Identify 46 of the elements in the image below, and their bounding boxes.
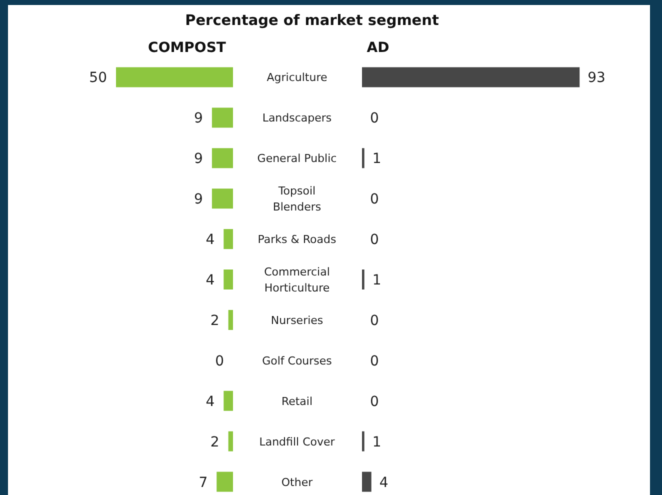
data-label: 4: [206, 272, 215, 288]
bar: [212, 148, 233, 168]
data-label: 9: [194, 110, 203, 127]
bar: [212, 108, 233, 128]
data-label: 9: [194, 151, 203, 168]
bar: [212, 188, 233, 209]
data-label: 2: [210, 312, 220, 329]
bar: [224, 390, 233, 411]
text: Percentage of market segment: [185, 13, 439, 29]
data-label: 1: [372, 434, 382, 450]
data-label: 0: [370, 192, 379, 208]
data-label: 2: [210, 434, 220, 450]
bar: [224, 270, 233, 290]
y-tick-label: Retail: [281, 394, 313, 408]
chart-title: AD: [366, 40, 390, 56]
y-tick-label: Landscapers: [262, 112, 332, 125]
bar: [224, 229, 233, 250]
data-label: 4: [206, 394, 215, 410]
y-tick-label: Nurseries: [270, 314, 324, 327]
data-label: 4: [206, 232, 215, 248]
bar: [228, 310, 233, 330]
data-label: 4: [379, 474, 388, 491]
bar: [116, 67, 233, 88]
data-label: 50: [89, 70, 107, 86]
data-label: 0: [370, 312, 379, 329]
data-label: 0: [370, 394, 379, 410]
data-label: 93: [588, 70, 606, 86]
y-tick-label: Golf Courses: [262, 354, 332, 368]
bar: [228, 431, 233, 452]
data-label: 0: [370, 232, 379, 248]
data-label: 1: [372, 151, 382, 168]
y-tick-label: General Public: [257, 152, 337, 166]
data-label: 0: [215, 353, 224, 370]
y-tick-label: Landfill Cover: [259, 435, 336, 448]
data-label: 9: [194, 192, 203, 208]
data-label: 1: [372, 272, 382, 288]
y-tick-label: Other: [281, 476, 314, 489]
y-tick-label: Parks & Roads: [258, 233, 336, 246]
data-label: 0: [370, 110, 379, 127]
data-label: 7: [198, 474, 208, 491]
chart-subtitle: COMPOST: [148, 40, 226, 56]
y-tick-label: Commercial Horticulture: [264, 266, 330, 294]
data-label: 0: [370, 353, 379, 370]
y-tick-label: Topsoil Blenders: [272, 184, 322, 214]
bar: [216, 472, 233, 492]
y-tick-label: Agriculture: [266, 71, 328, 84]
